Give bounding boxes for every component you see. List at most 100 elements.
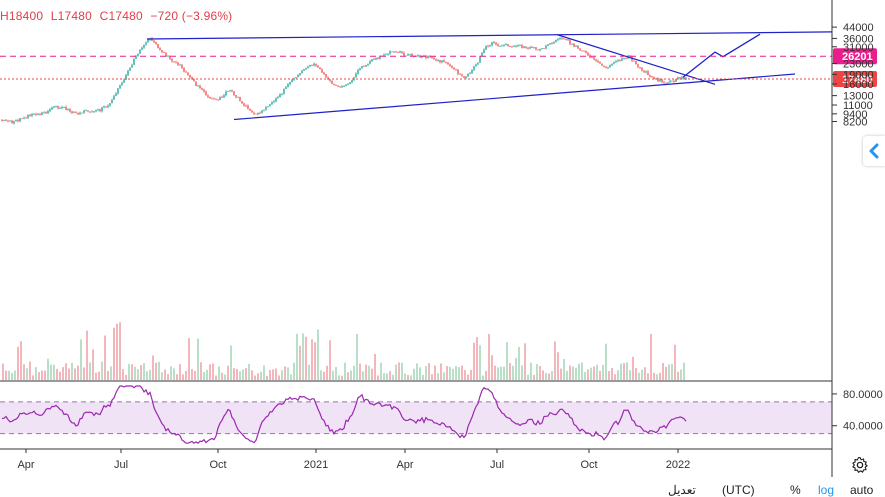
candle-body	[461, 74, 463, 77]
volume-bar	[650, 333, 652, 380]
candle-body	[73, 112, 75, 114]
volume-bar	[416, 363, 418, 380]
percent-scale-button[interactable]: %	[790, 483, 801, 497]
volume-bar	[359, 363, 361, 380]
volume-bar	[665, 366, 667, 380]
volume-bar	[380, 362, 382, 380]
candle-body	[451, 66, 453, 68]
volume-bar	[206, 369, 208, 380]
candle-body	[11, 120, 13, 124]
candle-body	[555, 39, 557, 42]
volume-bar	[584, 371, 586, 380]
volume-bar	[485, 371, 487, 380]
volume-bar	[542, 370, 544, 380]
volume-bar	[530, 362, 532, 380]
candle-body	[41, 112, 43, 115]
candle-body	[673, 81, 675, 82]
auto-scale-button[interactable]: auto	[850, 483, 874, 497]
candle-body	[593, 57, 595, 60]
collapse-panel-button[interactable]	[863, 136, 885, 166]
candle-body	[579, 48, 581, 51]
volume-bar	[290, 374, 292, 380]
volume-bar	[587, 369, 589, 380]
candle-body	[7, 120, 9, 122]
trend-line-drawings[interactable]	[146, 31, 833, 121]
candle-body	[605, 67, 607, 69]
candle-body	[265, 106, 267, 110]
candle-body	[277, 97, 279, 99]
candle-body	[279, 94, 281, 98]
volume-bar	[278, 375, 280, 380]
volume-bar	[539, 366, 541, 380]
candle-body	[211, 98, 213, 100]
volume-bar	[287, 367, 289, 380]
candle-body	[223, 95, 225, 98]
projection-path[interactable]	[682, 33, 761, 78]
volume-bar	[461, 365, 463, 380]
volume-bar	[200, 362, 202, 380]
volume-bar	[368, 365, 370, 380]
volume-bar	[638, 372, 640, 380]
volume-bar	[53, 364, 55, 380]
candle-body	[269, 104, 271, 107]
candle-body	[69, 109, 71, 112]
horizontal-price-lines: 26201 17480	[0, 48, 877, 87]
gear-icon[interactable]	[851, 456, 869, 474]
candle-body	[145, 42, 147, 45]
time-axis[interactable]: Apr Jul Oct 2021 Apr Jul Oct 2022	[17, 449, 690, 471]
candle-body	[645, 71, 647, 73]
candle-body	[273, 101, 275, 103]
candle-body	[649, 75, 651, 77]
volume-bar	[647, 373, 649, 380]
candle-body	[289, 82, 291, 85]
volume-bar	[644, 367, 646, 380]
candle-body	[113, 95, 115, 100]
volume-bar	[509, 362, 511, 380]
candle-body	[387, 53, 389, 55]
candle-body	[103, 106, 105, 108]
candle-body	[471, 69, 473, 74]
candle-body	[503, 44, 505, 46]
trend-line[interactable]	[146, 31, 833, 40]
candle-body	[523, 46, 525, 48]
candle-body	[299, 73, 301, 75]
candle-body	[147, 39, 149, 43]
candle-body	[185, 71, 187, 73]
candle-body	[249, 108, 251, 111]
volume-bar	[353, 365, 355, 380]
candle-body	[491, 42, 493, 46]
candle-body	[47, 111, 49, 114]
candle-body	[411, 54, 413, 56]
log-scale-button[interactable]: log	[818, 483, 835, 497]
candle-body	[237, 96, 239, 98]
rsi-axis[interactable]: 80.0000 40.0000	[832, 389, 883, 433]
price-tick-label: 16000	[843, 79, 874, 91]
candle-body	[129, 67, 131, 71]
candle-body	[55, 106, 57, 108]
volume-bar	[314, 342, 316, 380]
time-tick-label: Apr	[17, 459, 34, 471]
volume-bar	[488, 333, 490, 380]
volume-bar	[377, 375, 379, 380]
candle-body	[663, 82, 665, 83]
trend-line[interactable]	[556, 34, 716, 85]
volume-bar	[77, 365, 79, 380]
candle-body	[619, 60, 621, 62]
candle-body	[195, 81, 197, 86]
candle-body	[357, 69, 359, 74]
volume-bar	[32, 375, 34, 380]
candle-body	[449, 64, 451, 67]
candle-body	[295, 77, 297, 79]
candle-body	[575, 45, 577, 47]
trend-line[interactable]	[233, 73, 796, 121]
timezone-button[interactable]: (UTC)	[722, 483, 755, 497]
candle-body	[107, 105, 109, 108]
volume-bar	[308, 364, 310, 380]
volume-bar	[401, 362, 403, 380]
volume-bar	[479, 345, 481, 380]
candle-body	[431, 57, 433, 58]
candle-body	[633, 60, 635, 62]
candle-body	[227, 91, 229, 93]
